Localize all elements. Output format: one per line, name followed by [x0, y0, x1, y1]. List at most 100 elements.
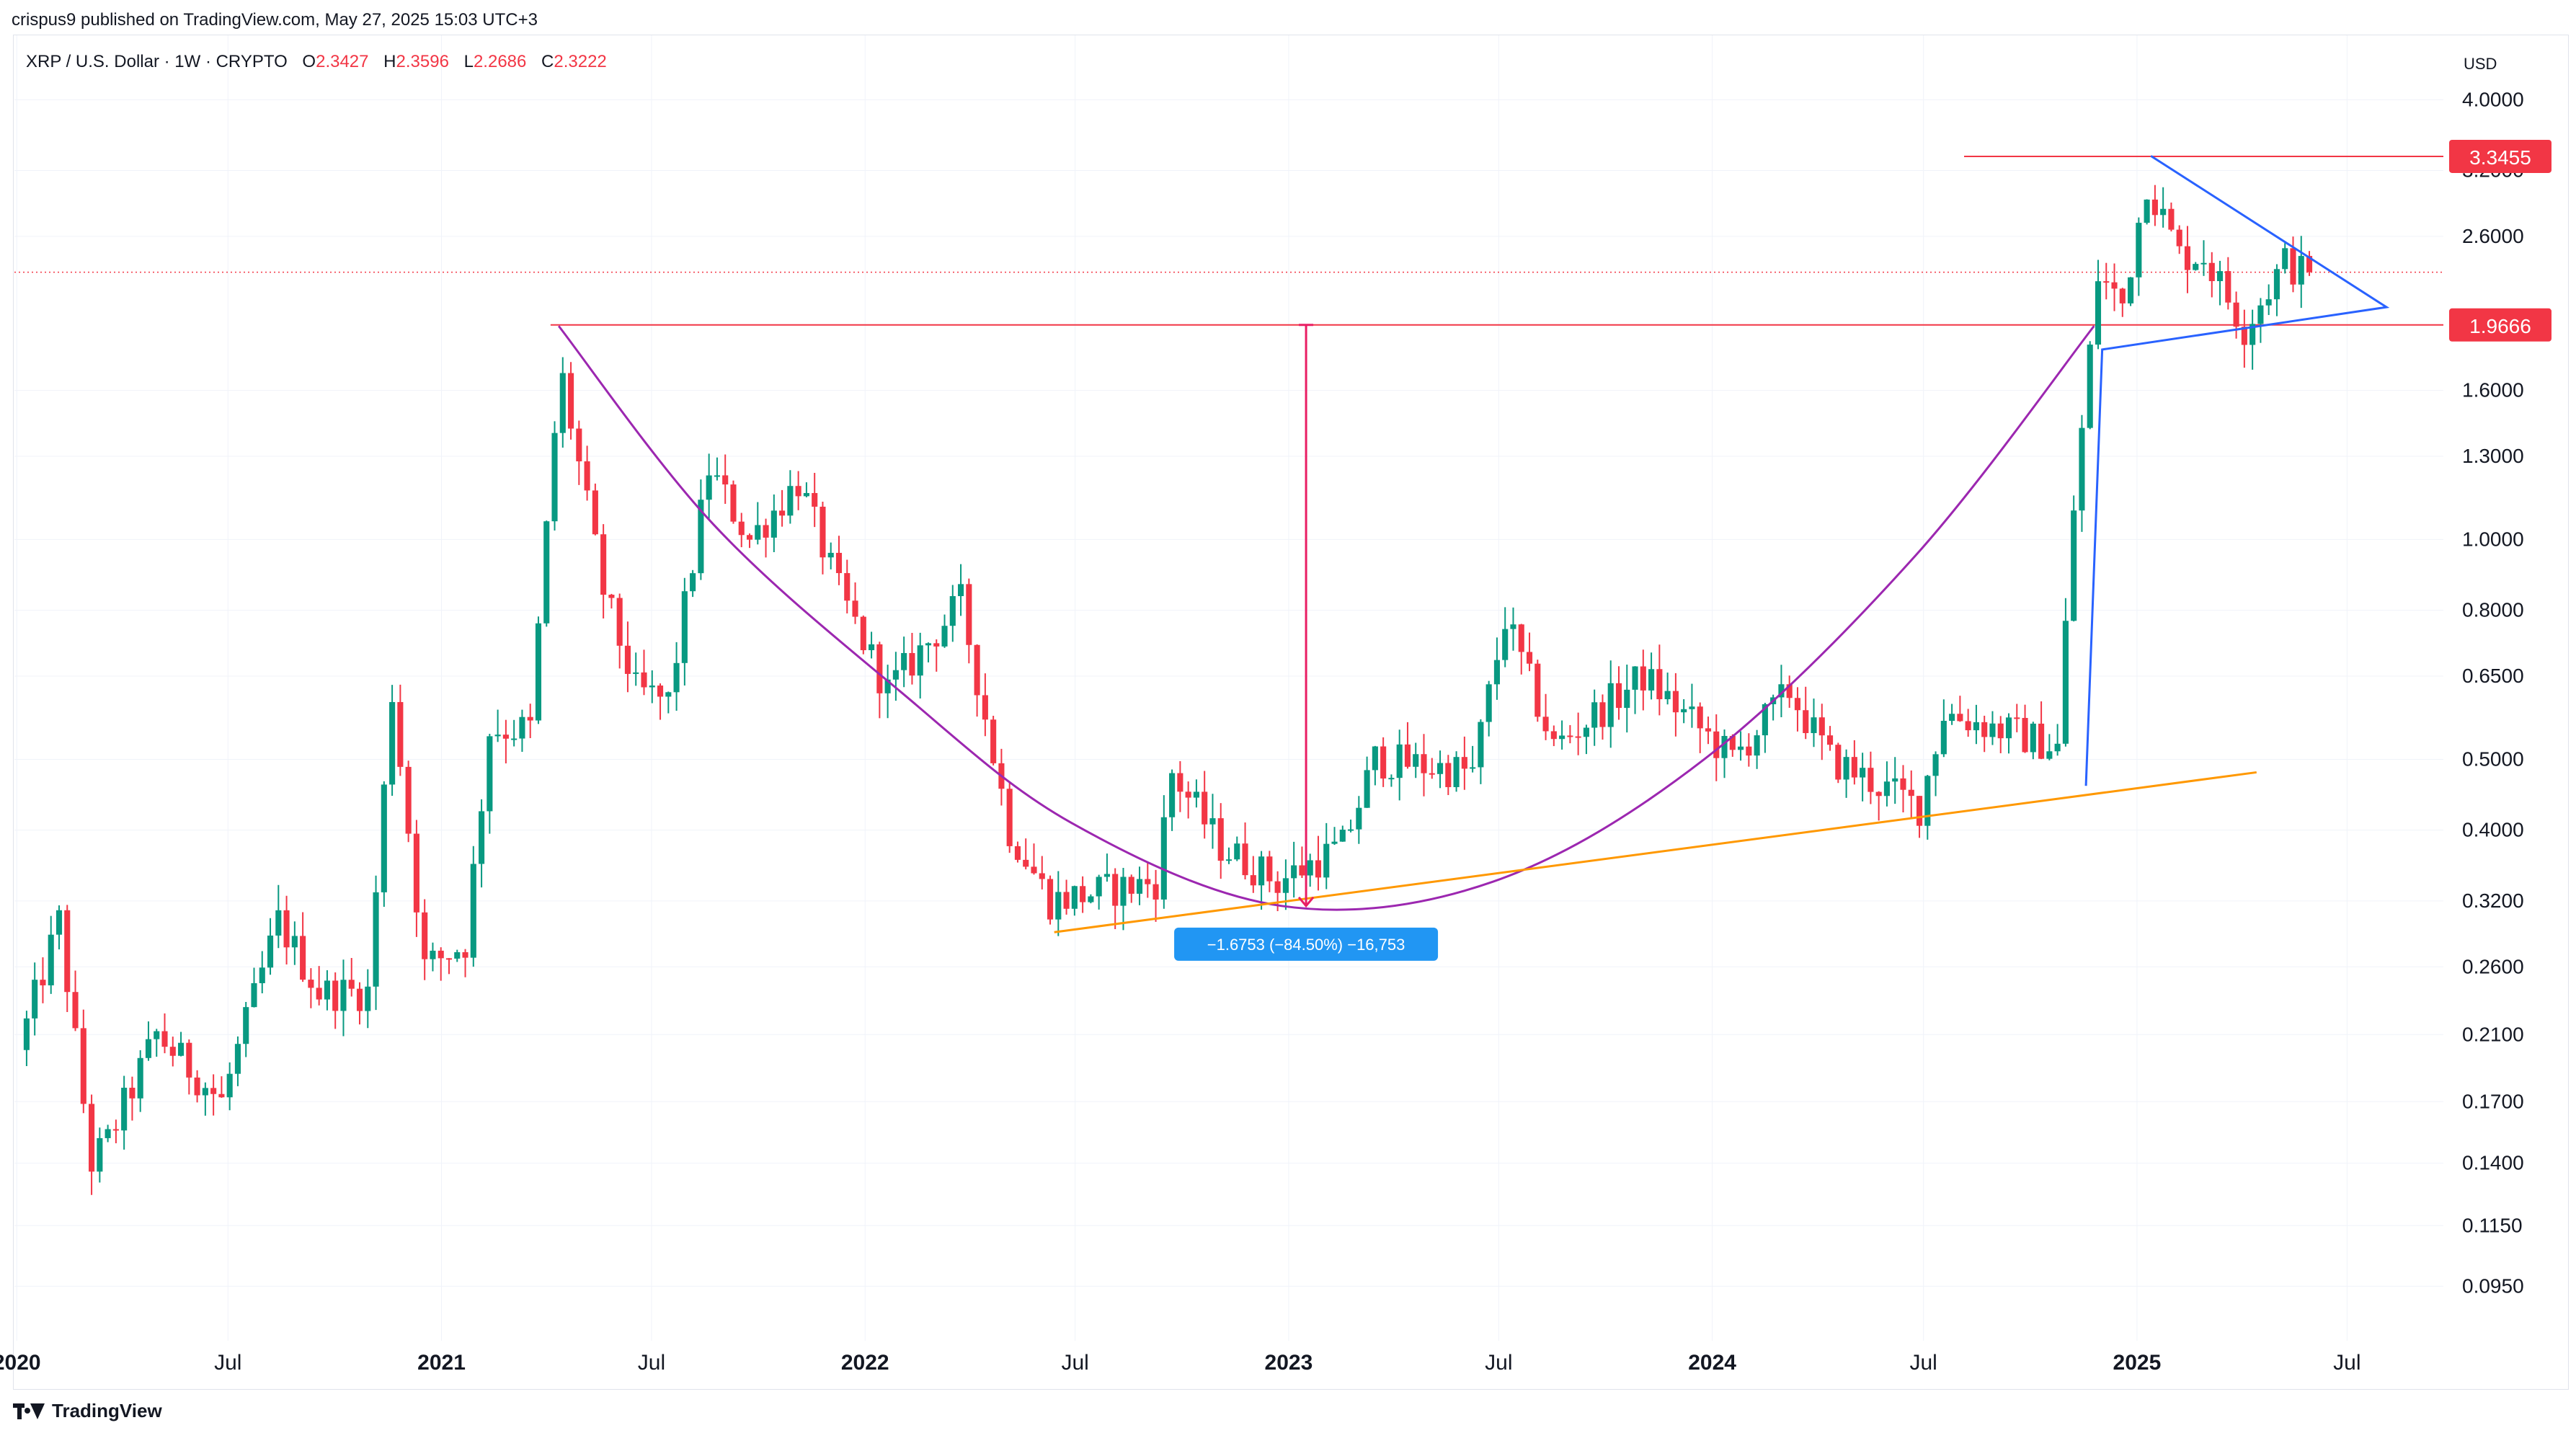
candle-body	[1209, 818, 1216, 825]
candle-body	[2306, 256, 2313, 272]
candle-body	[1177, 773, 1183, 792]
price-badge	[2449, 308, 2551, 342]
candle-body	[2160, 208, 2167, 216]
x-tick-label: 2023	[1265, 1351, 1313, 1375]
candle-body	[1892, 778, 1898, 782]
candle-body	[2014, 717, 2020, 719]
candle-body	[226, 1073, 233, 1098]
candle-body	[803, 492, 809, 497]
candle-body	[2111, 282, 2118, 289]
candle-body	[714, 475, 720, 477]
candle-body	[633, 672, 639, 674]
candle-body	[1648, 669, 1655, 691]
candle-body	[1429, 773, 1435, 775]
candle-body	[1493, 660, 1500, 685]
y-tick-label: 0.8000	[2462, 599, 2524, 621]
candle-body	[884, 679, 891, 693]
candle-body	[770, 510, 777, 538]
candle-body	[1949, 714, 1955, 722]
candle-body	[300, 936, 306, 980]
candle-body	[2257, 305, 2264, 324]
candle-body	[1080, 886, 1086, 902]
candle-body	[2144, 199, 2150, 223]
candle-body	[365, 986, 371, 1011]
candle-body	[177, 1042, 185, 1056]
candle-body	[1323, 843, 1330, 878]
candle-body	[1559, 735, 1565, 740]
candle-body	[40, 980, 46, 985]
currency-label: USD	[2464, 55, 2497, 73]
candle-body	[89, 1104, 95, 1172]
candle-body	[2087, 345, 2093, 428]
candle-body	[1160, 817, 1167, 900]
x-tick-label: Jul	[1061, 1351, 1088, 1375]
close-value: 2.3222	[554, 52, 607, 71]
candle-body	[1421, 754, 1427, 773]
candle-body	[1478, 722, 1484, 768]
candle-body	[559, 373, 566, 433]
candle-body	[210, 1088, 217, 1094]
candle-body	[1518, 624, 1524, 652]
y-tick-label: 0.3200	[2462, 889, 2524, 912]
candle-body	[1339, 829, 1346, 842]
y-tick-label: 0.5000	[2462, 747, 2524, 770]
candle-body	[1615, 683, 1622, 709]
candle-body	[1957, 714, 1963, 722]
candle-body	[2233, 302, 2239, 327]
candle-body	[112, 1129, 119, 1131]
low-label: L	[463, 52, 474, 71]
cup-curve	[557, 325, 2095, 911]
candle-body	[2168, 208, 2175, 230]
candle-body	[746, 535, 753, 540]
candle-body	[1786, 684, 1793, 698]
candle-body	[1997, 723, 2004, 739]
x-tick-label: Jul	[1485, 1351, 1512, 1375]
candle-body	[543, 521, 550, 624]
x-tick-label: 2021	[417, 1351, 466, 1375]
candle-body	[64, 910, 71, 993]
y-tick-label: 1.0000	[2462, 528, 2524, 550]
candle-body	[1818, 717, 1825, 736]
candle-body	[2079, 427, 2085, 511]
candle-body	[1721, 735, 1728, 758]
candle-body	[1128, 877, 1134, 894]
brand-name: TradingView	[52, 1400, 162, 1421]
candle-body	[2273, 269, 2280, 300]
candle-body	[1940, 721, 1947, 755]
candle-body	[2200, 262, 2207, 265]
candle-body	[925, 643, 932, 646]
y-tick-label: 2.6000	[2462, 225, 2524, 247]
candle-body	[291, 936, 298, 948]
candle-body	[876, 644, 883, 693]
candle-body	[1924, 776, 1931, 826]
candle-body	[1989, 723, 1996, 737]
candle-body	[259, 967, 265, 983]
candle-body	[812, 492, 818, 507]
candle-body	[1258, 856, 1265, 886]
candle-body	[1372, 746, 1378, 771]
x-tick-label: 2020	[0, 1351, 41, 1375]
candle-body	[2298, 256, 2304, 285]
candle-body	[1932, 754, 1939, 776]
candle-body	[422, 912, 428, 959]
candle-body	[1510, 624, 1516, 629]
candle-body	[1826, 735, 1834, 745]
candle-body	[275, 910, 282, 936]
y-tick-label: 0.4000	[2462, 819, 2524, 841]
candle-body	[2095, 281, 2102, 345]
candle-body	[860, 616, 866, 651]
candle-body	[397, 701, 404, 767]
tradingview-branding[interactable]: TradingView	[13, 1400, 162, 1422]
x-tick-label: 2025	[2113, 1351, 2162, 1375]
candle-body	[1583, 727, 1589, 737]
x-tick-label: Jul	[2333, 1351, 2360, 1375]
symbol-legend: XRP / U.S. Dollar · 1W · CRYPTO O2.3427 …	[26, 52, 617, 72]
candle-body	[1436, 763, 1444, 774]
candle-body	[2038, 723, 2045, 759]
candle-body	[445, 958, 453, 960]
candle-body	[32, 980, 38, 1019]
candle-body	[1120, 877, 1127, 906]
candle-body	[1055, 892, 1062, 920]
candle-body	[2241, 327, 2247, 345]
